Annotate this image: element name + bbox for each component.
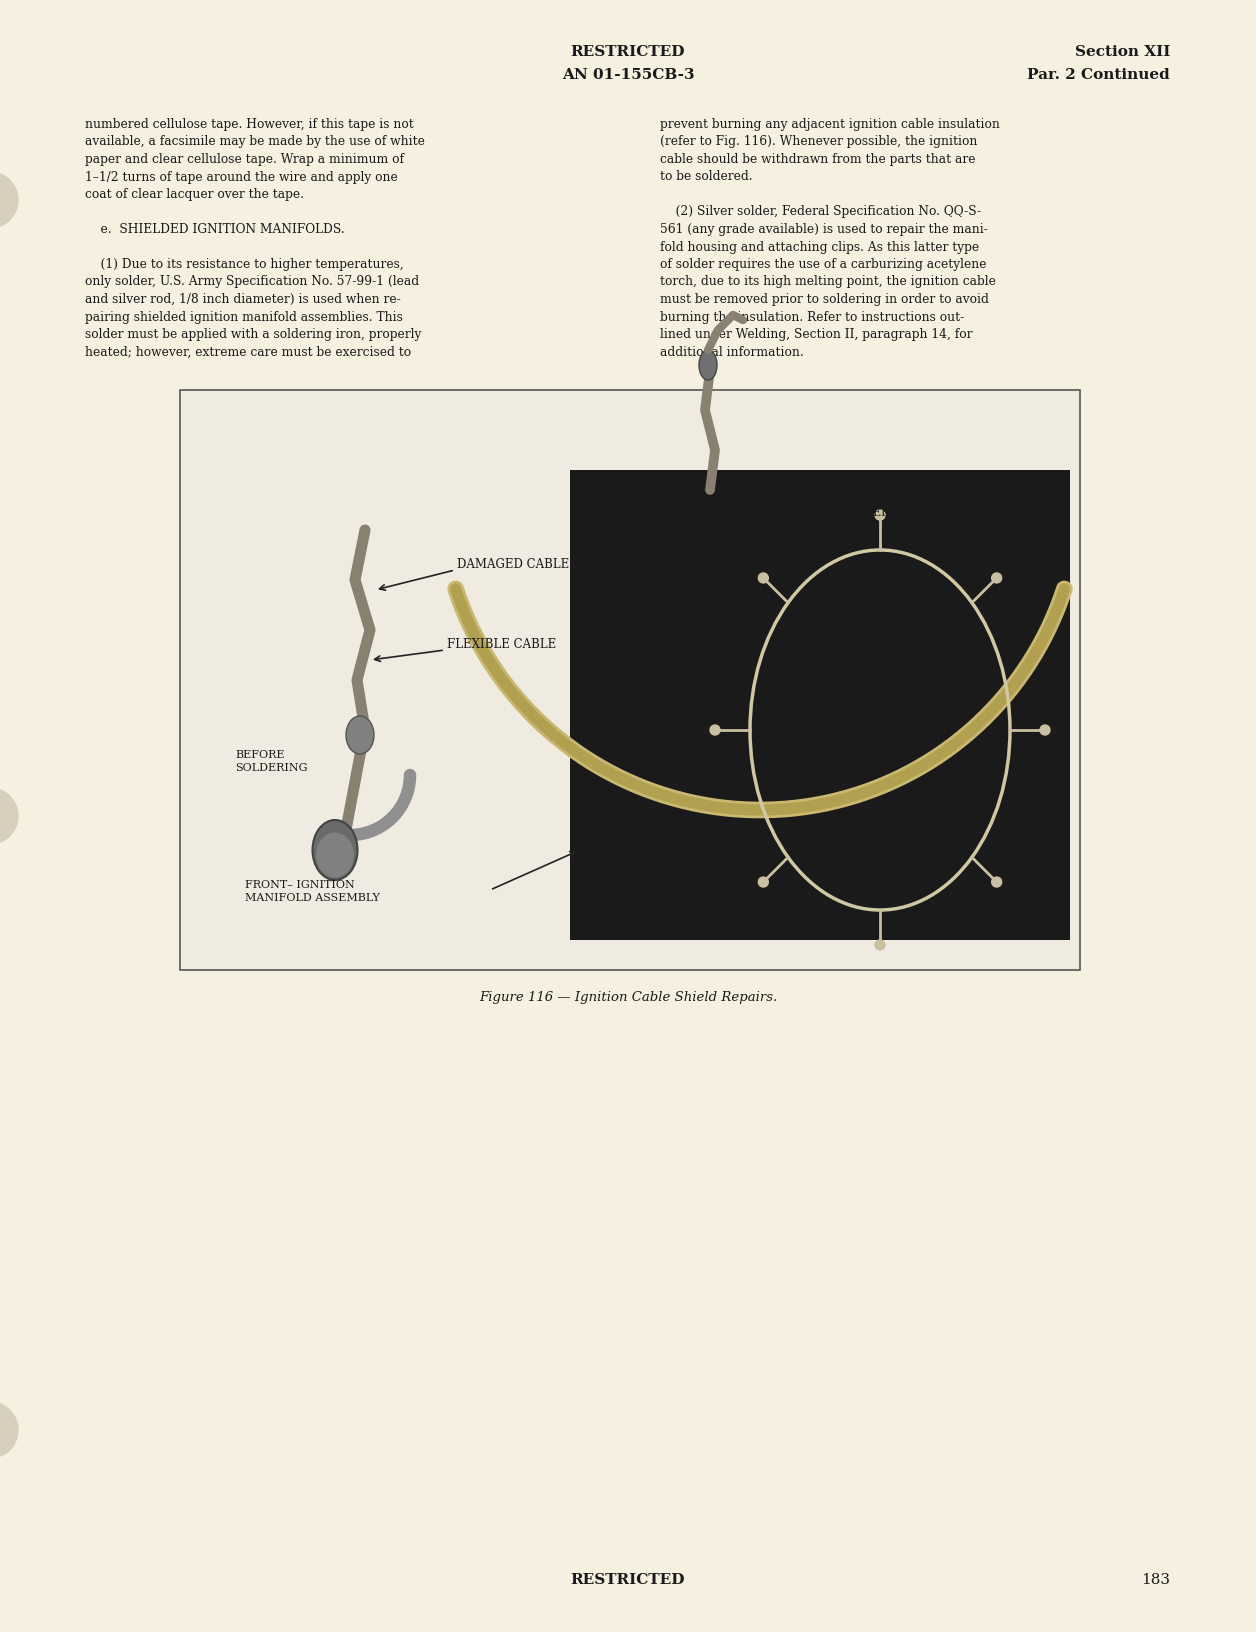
Text: AFTER
SOLDERING: AFTER SOLDERING [840, 494, 913, 519]
Text: BEFORE
SOLDERING: BEFORE SOLDERING [235, 751, 308, 774]
Text: only solder, U.S. Army Specification No. 57-99-1 (lead: only solder, U.S. Army Specification No.… [85, 276, 420, 289]
Ellipse shape [345, 716, 374, 754]
Text: paper and clear cellulose tape. Wrap a minimum of: paper and clear cellulose tape. Wrap a m… [85, 153, 404, 166]
Text: e.  SHIELDED IGNITION MANIFOLDS.: e. SHIELDED IGNITION MANIFOLDS. [85, 224, 344, 237]
Text: fold housing and attaching clips. As this latter type: fold housing and attaching clips. As thi… [659, 240, 980, 253]
Text: (1) Due to its resistance to higher temperatures,: (1) Due to its resistance to higher temp… [85, 258, 403, 271]
Text: DAMAGED CABLE: DAMAGED CABLE [457, 558, 569, 571]
Circle shape [875, 940, 885, 950]
Text: additional information.: additional information. [659, 346, 804, 359]
Circle shape [992, 876, 1002, 888]
Text: Figure 116 — Ignition Cable Shield Repairs.: Figure 116 — Ignition Cable Shield Repai… [479, 992, 777, 1005]
Text: torch, due to its high melting point, the ignition cable: torch, due to its high melting point, th… [659, 276, 996, 289]
Text: lined under Welding, Section II, paragraph 14, for: lined under Welding, Section II, paragra… [659, 328, 972, 341]
Text: burning the insulation. Refer to instructions out-: burning the insulation. Refer to instruc… [659, 310, 965, 323]
Text: must be removed prior to soldering in order to avoid: must be removed prior to soldering in or… [659, 294, 988, 307]
Text: AN 01-155CB-3: AN 01-155CB-3 [561, 69, 695, 82]
Text: Section XII: Section XII [1075, 46, 1171, 59]
Text: cable should be withdrawn from the parts that are: cable should be withdrawn from the parts… [659, 153, 976, 166]
Text: 1–1/2 turns of tape around the wire and apply one: 1–1/2 turns of tape around the wire and … [85, 170, 398, 183]
Text: (2) Silver solder, Federal Specification No. QQ-S-: (2) Silver solder, Federal Specification… [659, 206, 981, 219]
Text: numbered cellulose tape. However, if this tape is not: numbered cellulose tape. However, if thi… [85, 118, 413, 131]
Circle shape [0, 1402, 18, 1457]
Circle shape [759, 876, 769, 888]
Text: and silver rod, 1/8 inch diameter) is used when re-: and silver rod, 1/8 inch diameter) is us… [85, 294, 401, 307]
Text: RESTRICTED: RESTRICTED [570, 1573, 686, 1586]
Circle shape [759, 573, 769, 583]
Text: available, a facsimile may be made by the use of white: available, a facsimile may be made by th… [85, 135, 425, 149]
Circle shape [992, 573, 1002, 583]
Text: RESTRICTED: RESTRICTED [570, 46, 686, 59]
Text: coat of clear lacquer over the tape.: coat of clear lacquer over the tape. [85, 188, 304, 201]
Bar [180, 390, 1080, 969]
Text: solder must be applied with a soldering iron, properly: solder must be applied with a soldering … [85, 328, 421, 341]
Ellipse shape [313, 819, 358, 880]
Text: FLEXIBLE CABLE: FLEXIBLE CABLE [447, 638, 556, 651]
Text: pairing shielded ignition manifold assemblies. This: pairing shielded ignition manifold assem… [85, 310, 403, 323]
Text: 561 (any grade available) is used to repair the mani-: 561 (any grade available) is used to rep… [659, 224, 988, 237]
Text: of solder requires the use of a carburizing acetylene: of solder requires the use of a carburiz… [659, 258, 986, 271]
Circle shape [875, 509, 885, 521]
Text: to be soldered.: to be soldered. [659, 170, 752, 183]
Text: heated; however, extreme care must be exercised to: heated; however, extreme care must be ex… [85, 346, 411, 359]
Text: prevent burning any adjacent ignition cable insulation: prevent burning any adjacent ignition ca… [659, 118, 1000, 131]
Ellipse shape [700, 349, 717, 380]
Text: Par. 2 Continued: Par. 2 Continued [1027, 69, 1171, 82]
Circle shape [0, 788, 18, 844]
Circle shape [0, 171, 18, 228]
Ellipse shape [317, 832, 354, 878]
Text: FRONT– IGNITION
MANIFOLD ASSEMBLY: FRONT– IGNITION MANIFOLD ASSEMBLY [245, 880, 379, 902]
Text: (refer to Fig. 116). Whenever possible, the ignition: (refer to Fig. 116). Whenever possible, … [659, 135, 977, 149]
Circle shape [710, 725, 720, 734]
Bar [570, 470, 1070, 940]
Circle shape [1040, 725, 1050, 734]
Text: 183: 183 [1140, 1573, 1171, 1586]
